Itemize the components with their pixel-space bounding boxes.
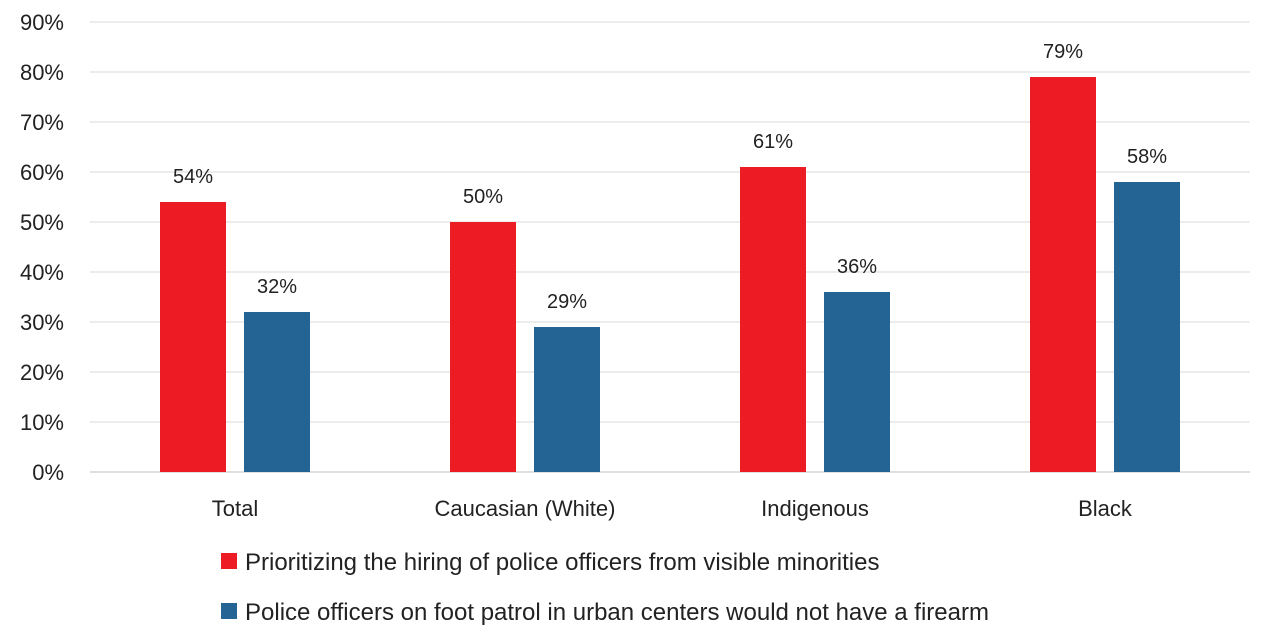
x-tick-label: Caucasian (White) [435, 496, 616, 521]
data-labels: 54% 32% 50% 29% 61% 36% 79% 58% [173, 41, 1167, 313]
y-tick-label: 30% [20, 310, 64, 335]
y-tick-label: 10% [20, 410, 64, 435]
bar [450, 222, 516, 472]
data-label: 61% [753, 131, 793, 153]
bar [244, 312, 310, 472]
legend-swatch [221, 553, 237, 569]
y-tick-label: 70% [20, 110, 64, 135]
data-label: 58% [1127, 146, 1167, 168]
legend: Prioritizing the hiring of police office… [221, 549, 989, 626]
legend-swatch [221, 603, 237, 619]
y-tick-label: 0% [32, 460, 64, 485]
data-label: 36% [837, 256, 877, 278]
x-tick-label: Indigenous [761, 496, 869, 521]
bar [534, 327, 600, 472]
legend-label: Police officers on foot patrol in urban … [245, 599, 989, 626]
bar [160, 202, 226, 472]
y-tick-label: 80% [20, 60, 64, 85]
bar [1030, 77, 1096, 472]
data-label: 29% [547, 291, 587, 313]
bar [740, 167, 806, 472]
x-tick-label: Black [1078, 496, 1133, 521]
legend-label: Prioritizing the hiring of police office… [245, 549, 879, 576]
bar [1114, 182, 1180, 472]
x-axis: Total Caucasian (White) Indigenous Black [212, 496, 1133, 521]
y-tick-label: 20% [20, 360, 64, 385]
y-tick-label: 50% [20, 210, 64, 235]
data-label: 32% [257, 276, 297, 298]
x-tick-label: Total [212, 496, 258, 521]
y-tick-label: 40% [20, 260, 64, 285]
bar [824, 292, 890, 472]
data-label: 50% [463, 186, 503, 208]
y-tick-label: 60% [20, 160, 64, 185]
data-label: 79% [1043, 41, 1083, 63]
data-label: 54% [173, 166, 213, 188]
bar-series [160, 77, 1180, 472]
y-tick-label: 90% [20, 10, 64, 35]
y-axis: 0% 10% 20% 30% 40% 50% 60% 70% 80% 90% [20, 10, 64, 485]
